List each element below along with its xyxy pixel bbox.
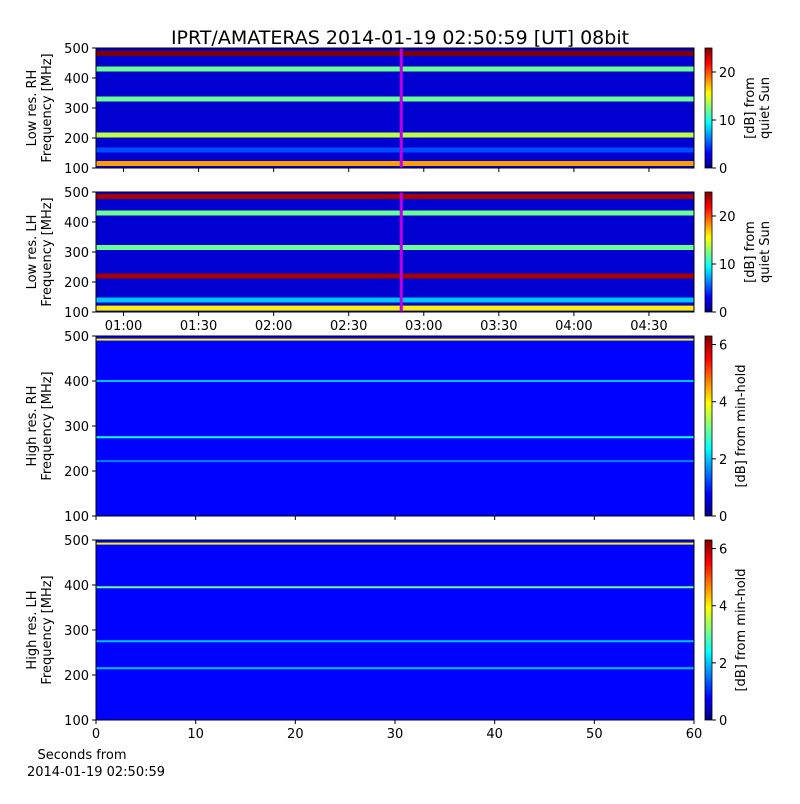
- frequency-band: [96, 297, 694, 303]
- spectrogram-background: [96, 336, 694, 516]
- x-axis-label: Seconds from: [37, 748, 126, 763]
- y-axis-label: Low res. RH: [25, 70, 40, 147]
- y-tick-label: 500: [64, 42, 89, 57]
- frequency-band: [96, 132, 694, 138]
- figure-title: IPRT/AMATERAS 2014-01-19 02:50:59 [UT] 0…: [171, 27, 629, 49]
- y-tick-label: 300: [64, 624, 89, 639]
- colorbar-tick-label: 10: [719, 258, 736, 273]
- colorbar: [704, 47, 713, 169]
- y-tick-label: 300: [64, 420, 89, 435]
- frequency-band: [96, 460, 694, 463]
- y-axis-label: Low res. LH: [25, 215, 40, 290]
- x-tick-label: 02:00: [255, 319, 292, 334]
- colorbar-tick-label: 4: [719, 600, 727, 615]
- colorbar: [704, 539, 713, 721]
- colorbar-tick-label: 0: [719, 306, 727, 321]
- colorbar: [704, 335, 713, 517]
- frequency-band: [96, 542, 694, 545]
- frequency-band: [96, 66, 694, 72]
- colorbar-tick-label: 10: [719, 114, 736, 129]
- y-tick-label: 200: [64, 669, 89, 684]
- x-tick-label: 04:00: [555, 319, 592, 334]
- frequency-band: [96, 50, 694, 56]
- frequency-band: [96, 161, 694, 166]
- frequency-band: [96, 194, 694, 199]
- frequency-band: [96, 667, 694, 670]
- y-tick-label: 100: [64, 162, 89, 177]
- x-axis-label: 2014-01-19 02:50:59: [27, 765, 165, 780]
- x-tick-label: 30: [387, 727, 404, 742]
- y-tick-label: 200: [64, 276, 89, 291]
- frequency-band: [96, 586, 694, 589]
- x-tick-label: 03:00: [405, 319, 442, 334]
- colorbar-tick-label: 0: [719, 510, 727, 525]
- colorbar-label: [dB] from min-hold: [734, 568, 749, 691]
- y-tick-label: 400: [64, 72, 89, 87]
- colorbar-label: quiet Sun: [758, 77, 773, 139]
- y-tick-label: 200: [64, 465, 89, 480]
- y-axis-label: Frequency [MHz]: [40, 371, 55, 480]
- frequency-band: [96, 210, 694, 216]
- y-axis-label: Frequency [MHz]: [40, 575, 55, 684]
- colorbar-tick-label: 20: [719, 66, 736, 81]
- y-axis-label: High res. RH: [25, 386, 40, 467]
- colorbar-tick-label: 6: [719, 339, 727, 354]
- y-tick-label: 100: [64, 510, 89, 525]
- colorbar: [704, 191, 713, 313]
- x-tick-label: 02:30: [330, 319, 367, 334]
- x-tick-label: 50: [586, 727, 603, 742]
- colorbar-tick-label: 6: [719, 543, 727, 558]
- x-tick-label: 04:30: [630, 319, 667, 334]
- x-tick-label: 10: [187, 727, 204, 742]
- x-tick-label: 0: [92, 727, 100, 742]
- colorbar-tick-label: 4: [719, 396, 727, 411]
- x-tick-label: 01:30: [180, 319, 217, 334]
- frequency-band: [96, 305, 694, 311]
- y-tick-label: 500: [64, 186, 89, 201]
- x-tick-label: 40: [486, 727, 503, 742]
- frequency-band: [96, 96, 694, 102]
- time-cursor: [399, 192, 403, 312]
- y-tick-label: 400: [64, 375, 89, 390]
- colorbar-label: [dB] from: [743, 221, 758, 283]
- colorbar-tick-label: 0: [719, 162, 727, 177]
- frequency-band: [96, 273, 694, 279]
- spectrogram-background: [96, 540, 694, 720]
- x-tick-label: 20: [287, 727, 304, 742]
- y-tick-label: 100: [64, 306, 89, 321]
- colorbar-label: [dB] from min-hold: [734, 364, 749, 487]
- y-tick-label: 200: [64, 132, 89, 147]
- frequency-band: [96, 245, 694, 250]
- x-tick-label: 03:30: [480, 319, 517, 334]
- y-axis-label: Frequency [MHz]: [40, 53, 55, 162]
- frequency-band: [96, 147, 694, 153]
- colorbar-label: quiet Sun: [758, 221, 773, 283]
- y-tick-label: 500: [64, 534, 89, 549]
- colorbar-label: [dB] from: [743, 77, 758, 139]
- frequency-band: [96, 436, 694, 439]
- x-tick-label: 01:00: [105, 319, 142, 334]
- frequency-band: [96, 338, 694, 341]
- time-cursor: [399, 48, 403, 168]
- colorbar-tick-label: 0: [719, 714, 727, 729]
- y-tick-label: 400: [64, 579, 89, 594]
- spectrogram-background: [96, 192, 694, 312]
- colorbar-tick-label: 2: [719, 657, 727, 672]
- y-axis-label: Frequency [MHz]: [40, 197, 55, 306]
- y-tick-label: 500: [64, 330, 89, 345]
- y-tick-label: 300: [64, 102, 89, 117]
- colorbar-tick-label: 20: [719, 210, 736, 225]
- y-axis-label: High res. LH: [25, 590, 40, 669]
- y-tick-label: 100: [64, 714, 89, 729]
- frequency-band: [96, 380, 694, 382]
- y-tick-label: 400: [64, 216, 89, 231]
- colorbar-tick-label: 2: [719, 453, 727, 468]
- x-tick-label: 60: [686, 727, 703, 742]
- y-tick-label: 300: [64, 246, 89, 261]
- frequency-band: [96, 640, 694, 643]
